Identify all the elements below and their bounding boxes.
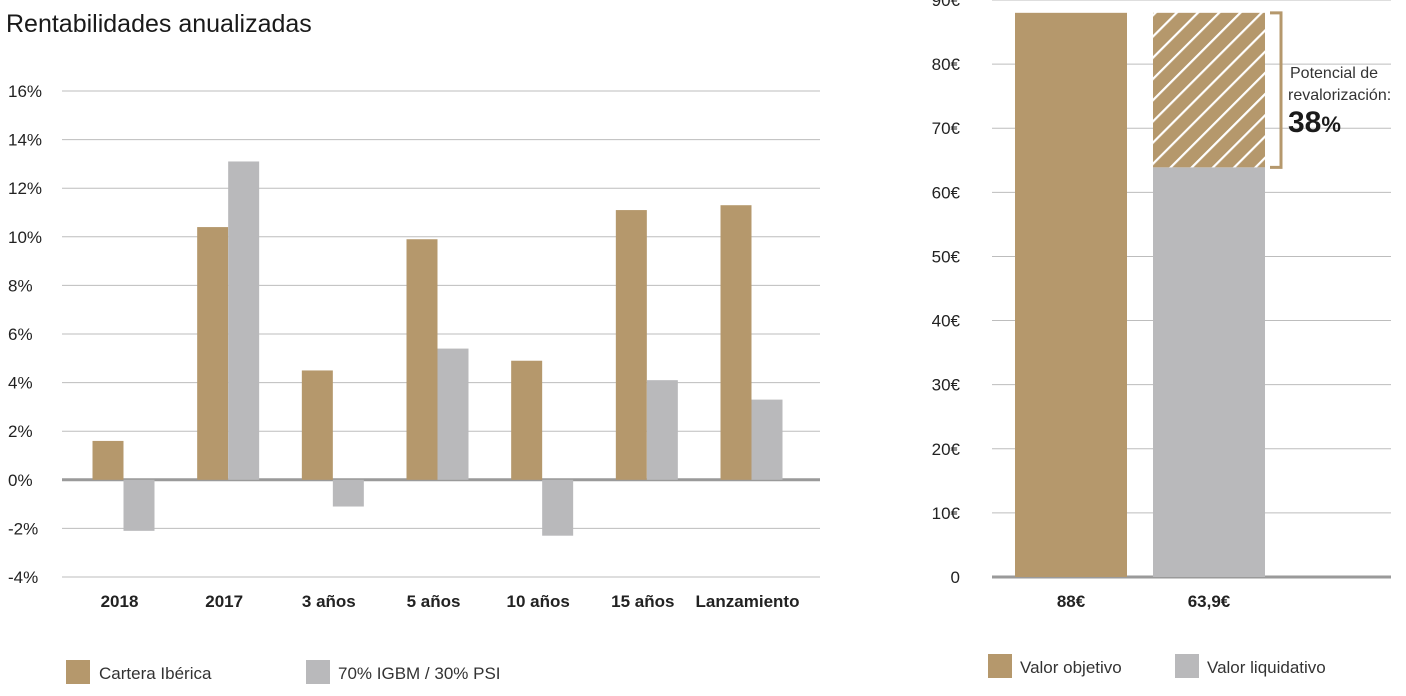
returns-chart: Rentabilidades anualizadas 16% 14% 12% 10% 8… xyxy=(6,10,820,684)
x-tick-label: 15 años xyxy=(611,592,674,611)
bar-70-igbm-30-psi-2017 xyxy=(228,161,260,480)
y-tick-label: 60€ xyxy=(932,183,961,202)
right-legend: Valor objetivo Valor liquidativo xyxy=(988,654,1326,678)
y-tick-label: 10€ xyxy=(932,504,961,523)
y-tick-label: 20€ xyxy=(932,440,961,459)
annotation-number: 38 xyxy=(1288,106,1321,139)
bar-revaluation-potential xyxy=(1153,12,1265,168)
bar-70-igbm-30-psi-3-a-os xyxy=(332,479,364,507)
legend-swatch-objetivo xyxy=(988,654,1012,678)
left-grid xyxy=(62,90,820,578)
y-tick-label: 16% xyxy=(8,82,42,101)
bar-valor-liquidativo xyxy=(1153,167,1265,577)
left-x-axis: 2018 2017 3 años 5 años 10 años 15 años Lanzam… xyxy=(101,592,800,611)
y-tick-label: 50€ xyxy=(932,247,961,266)
revaluation-bracket xyxy=(1270,11,1283,169)
bar-cartera-ib-rica-lanzamiento xyxy=(720,205,752,480)
x-tick-label: 63,9€ xyxy=(1188,592,1231,611)
y-tick-label: 90€ xyxy=(932,0,961,10)
bar-70-igbm-30-psi-lanzamiento xyxy=(751,399,783,480)
y-tick-label: 0% xyxy=(8,471,33,490)
y-tick-label: 10% xyxy=(8,228,42,247)
y-tick-label: 40€ xyxy=(932,312,961,331)
legend-swatch-cartera xyxy=(66,660,90,684)
x-tick-label: Lanzamiento xyxy=(696,592,800,611)
bar-cartera-ib-rica-5-a-os xyxy=(406,239,438,480)
y-tick-label: 2% xyxy=(8,422,33,441)
annotation-line-1: Potencial de xyxy=(1290,65,1378,82)
legend-label-liquidativo: Valor liquidativo xyxy=(1207,658,1326,677)
chart-title: Rentabilidades anualizadas xyxy=(6,10,312,38)
x-tick-label: 10 años xyxy=(507,592,570,611)
legend-label-objetivo: Valor objetivo xyxy=(1020,658,1122,677)
x-tick-label: 2017 xyxy=(205,592,243,611)
right-y-axis: 90€ 80€ 70€ 60€ 50€ 40€ 30€ 20€ 10€ 0 xyxy=(932,0,961,587)
valuation-chart: 90€ 80€ 70€ 60€ 50€ 40€ 30€ 20€ 10€ 0 88€ 63,9€ Po… xyxy=(932,0,1391,678)
y-tick-label: -2% xyxy=(8,519,38,538)
right-bars xyxy=(1015,12,1265,578)
y-tick-label: 14% xyxy=(8,131,42,150)
x-tick-label: 5 años xyxy=(407,592,461,611)
y-tick-label: 0 xyxy=(951,568,960,587)
bar-cartera-ib-rica-3-a-os xyxy=(301,370,333,480)
bar-70-igbm-30-psi-10-a-os xyxy=(542,479,574,536)
bar-valor-objetivo xyxy=(1015,12,1127,578)
bar-cartera-ib-rica-2018 xyxy=(92,440,124,480)
bar-70-igbm-30-psi-5-a-os xyxy=(437,348,469,480)
y-tick-label: 4% xyxy=(8,374,33,393)
bar-70-igbm-30-psi-15-a-os xyxy=(646,380,678,480)
legend-swatch-liquidativo xyxy=(1175,654,1199,678)
revaluation-annotation: Potencial de revalorización: 38% xyxy=(1270,11,1391,169)
bar-cartera-ib-rica-2017 xyxy=(197,227,229,480)
y-tick-label: 70€ xyxy=(932,119,961,138)
left-legend: Cartera Ibérica 70% IGBM / 30% PSI xyxy=(66,660,501,684)
y-tick-label: 8% xyxy=(8,276,33,295)
left-bars xyxy=(92,161,783,536)
y-tick-label: -4% xyxy=(8,568,38,587)
annotation-line-2: revalorización: xyxy=(1288,87,1391,104)
bar-cartera-ib-rica-10-a-os xyxy=(511,360,543,480)
x-tick-label: 2018 xyxy=(101,592,139,611)
x-tick-label: 3 años xyxy=(302,592,356,611)
y-tick-label: 30€ xyxy=(932,376,961,395)
left-y-axis: 16% 14% 12% 10% 8% 6% 4% 2% 0% -2% -4% xyxy=(8,82,42,587)
x-tick-label: 88€ xyxy=(1057,592,1086,611)
right-x-axis: 88€ 63,9€ xyxy=(1057,592,1231,611)
legend-swatch-benchmark xyxy=(306,660,330,684)
legend-label-benchmark: 70% IGBM / 30% PSI xyxy=(338,664,501,683)
bar-70-igbm-30-psi-2018 xyxy=(123,479,155,531)
annotation-unit: % xyxy=(1321,112,1341,137)
y-tick-label: 6% xyxy=(8,325,33,344)
bar-cartera-ib-rica-15-a-os xyxy=(615,210,647,480)
legend-label-cartera: Cartera Ibérica xyxy=(99,664,212,683)
y-tick-label: 12% xyxy=(8,179,42,198)
annotation-value: 38% xyxy=(1288,106,1341,139)
y-tick-label: 80€ xyxy=(932,55,961,74)
